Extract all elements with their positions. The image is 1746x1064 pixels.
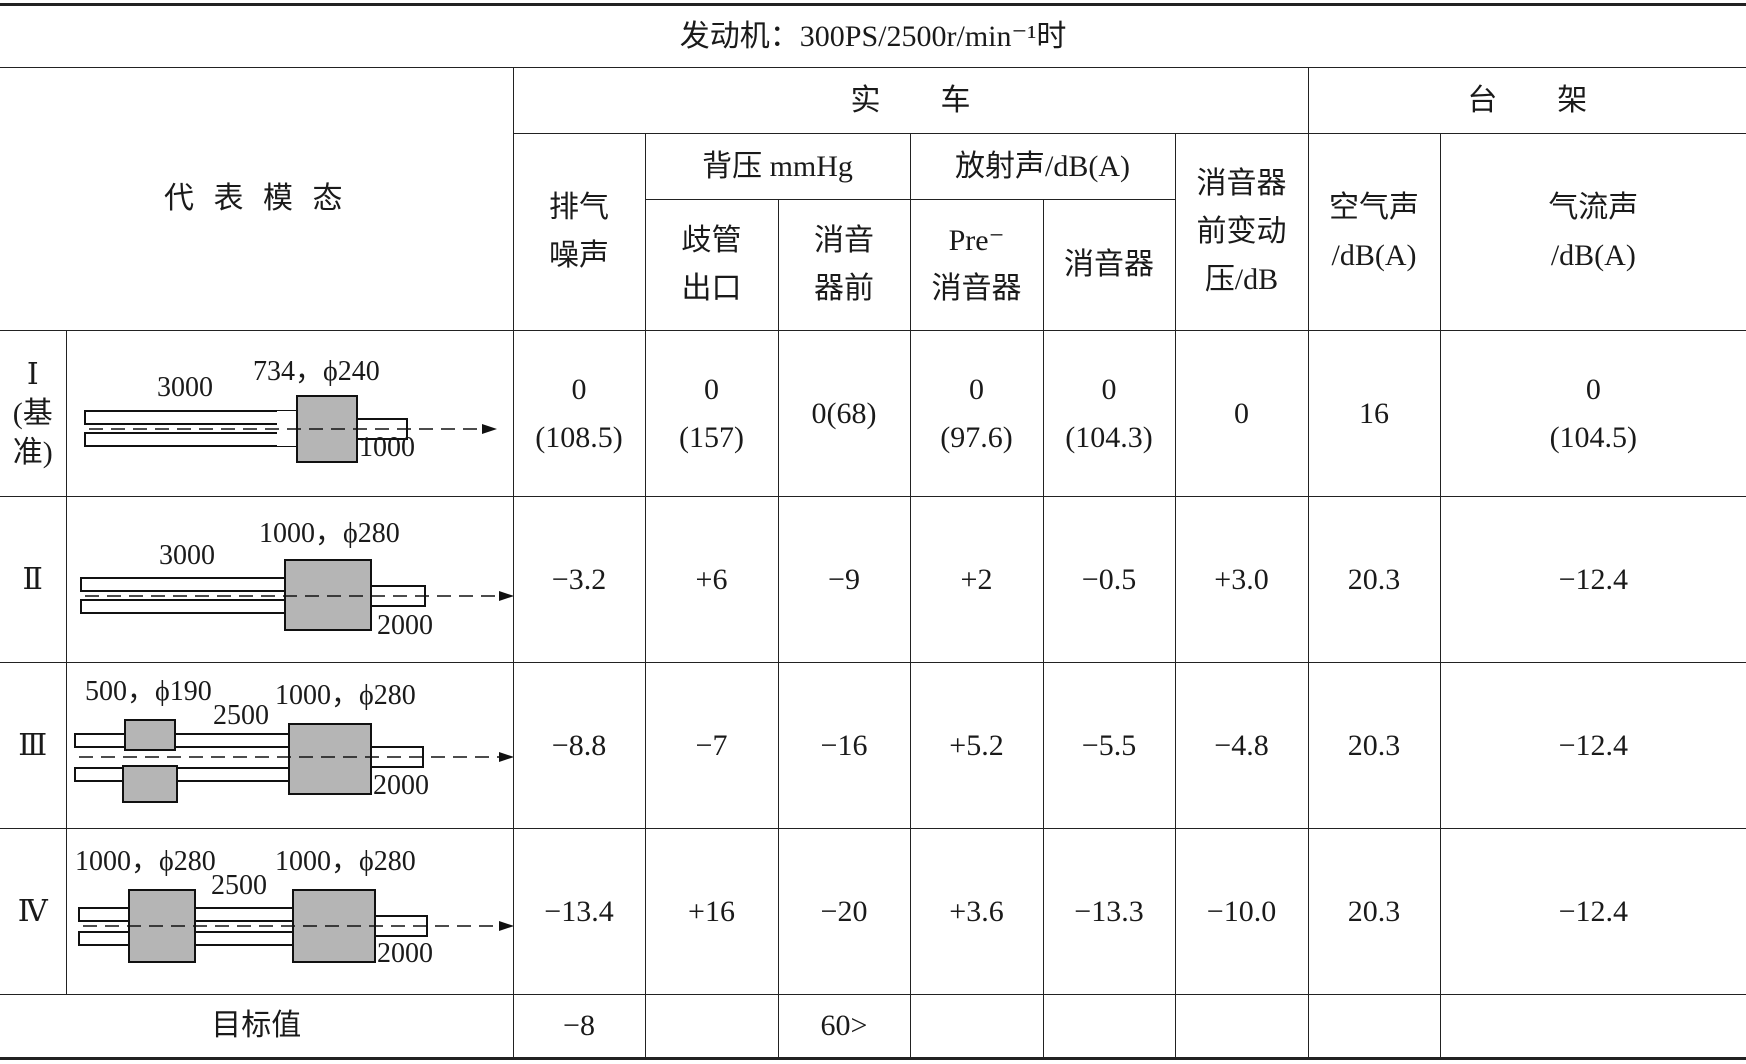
mode-diagram: 3000 1000，ϕ280 2000: [65, 496, 514, 663]
back-pressure-header: 背压 mmHg: [644, 133, 911, 200]
muffler-spec-label: 734，ϕ240: [253, 356, 380, 387]
mode-diagram: 1000，ϕ280 2500 1000，ϕ280 2000: [65, 828, 514, 995]
before-muffler-header: 消音 器前: [777, 199, 911, 331]
air-noise-value: 16: [1307, 330, 1441, 497]
air-noise-value: 20.3: [1307, 828, 1441, 995]
front-dynamic-value: −4.8: [1174, 662, 1309, 829]
air-noise-value: 20.3: [1307, 662, 1441, 829]
target-label: 目标值: [0, 994, 514, 1060]
exhaust-layout-diagram: 500，ϕ190 2500 1000，ϕ280 2000: [73, 676, 512, 803]
muffler-value: 0 (104.3): [1042, 330, 1176, 497]
table-row: Ⅲ 500，ϕ190 2500 1000，ϕ280 2000 −8.8 −7 −…: [0, 662, 1746, 829]
target-exhaust-noise: −8: [512, 994, 646, 1060]
pre-muffler-value: +2: [909, 496, 1044, 663]
row-label: Ⅱ: [0, 496, 67, 663]
front-dynamic-pressure-header: 消音器 前变动 压/dB: [1174, 133, 1309, 331]
mode-header: 代 表 模 态: [0, 67, 514, 331]
air-noise-header: 空气声/dB(A): [1307, 133, 1441, 331]
row-label: Ⅲ: [0, 662, 67, 829]
muffler-value: −0.5: [1042, 496, 1176, 663]
radiated-noise-header: 放射声/dB(A): [909, 133, 1176, 200]
muffler-header: 消音器: [1042, 199, 1176, 331]
pre-muffler-spec-label: 500，ϕ190: [85, 676, 212, 707]
tail-length-label: 2000: [377, 610, 433, 641]
manifold-outlet-header: 歧管 出口: [644, 199, 779, 331]
table-row: Ⅱ 3000 1000，ϕ280 2000 −3.2 +6 −9 +2 −0.5…: [0, 496, 1746, 663]
pipe-length-label: 2500: [211, 870, 267, 901]
table-row: Ⅳ 1000，ϕ280 2500 1000，ϕ280 2000 −13.4 +1…: [0, 828, 1746, 995]
real-vehicle-header: 实 车: [512, 67, 1309, 134]
manifold-outlet-value: −7: [644, 662, 779, 829]
muffler-mode-table: 发动机：300PS/2500r/min⁻¹时 代 表 模 态 实 车 台 架 排…: [0, 3, 1746, 1060]
front-dynamic-value: −10.0: [1174, 828, 1309, 995]
manifold-outlet-value: +6: [644, 496, 779, 663]
tail-length-label: 2000: [373, 770, 429, 801]
pipe-length-label: 3000: [159, 540, 215, 571]
muffler-spec-label: 1000，ϕ280: [275, 680, 416, 711]
tail-length-label: 2000: [377, 938, 433, 969]
flow-noise-value: 0 (104.5): [1439, 330, 1746, 497]
target-flow-noise: [1439, 994, 1746, 1060]
mode-diagram: 3000 734，ϕ240 1000: [65, 330, 514, 497]
target-manifold-outlet: [644, 994, 779, 1060]
target-before-muffler: 60>: [777, 994, 911, 1060]
before-muffler-value: 0(68): [777, 330, 911, 497]
muffler-spec-label: 1000，ϕ280: [275, 846, 416, 877]
row-label: Ⅰ (基 准): [0, 330, 67, 497]
pre-muffler-spec-label: 1000，ϕ280: [75, 846, 216, 877]
tail-length-label: 1000: [359, 432, 415, 463]
target-muffler: [1042, 994, 1176, 1060]
bench-header: 台 架: [1307, 67, 1746, 134]
pipe-length-label: 2500: [213, 700, 269, 731]
muffler-value: −13.3: [1042, 828, 1176, 995]
pre-muffler-value: 0 (97.6): [909, 330, 1044, 497]
before-muffler-value: −20: [777, 828, 911, 995]
pipe-length-label: 3000: [157, 372, 213, 403]
flow-noise-value: −12.4: [1439, 496, 1746, 663]
exhaust-noise-header: 排气 噪声: [512, 133, 646, 331]
flow-noise-value: −12.4: [1439, 828, 1746, 995]
target-pre-muffler: [909, 994, 1044, 1060]
exhaust-noise-value: −8.8: [512, 662, 646, 829]
exhaust-layout-diagram: 1000，ϕ280 2500 1000，ϕ280 2000: [75, 846, 512, 969]
manifold-outlet-value: +16: [644, 828, 779, 995]
table-row: Ⅰ (基 准) 3000 734，ϕ240 1000 0 (108.5) 0 (…: [0, 330, 1746, 497]
pre-muffler-value: +3.6: [909, 828, 1044, 995]
exhaust-noise-value: −3.2: [512, 496, 646, 663]
exhaust-layout-diagram: 3000 1000，ϕ280 2000: [79, 518, 512, 641]
target-row: 目标值 −8 60>: [0, 994, 1746, 1060]
manifold-outlet-value: 0 (157): [644, 330, 779, 497]
target-front-dynamic: [1174, 994, 1309, 1060]
exhaust-noise-value: 0 (108.5): [512, 330, 646, 497]
front-dynamic-value: 0: [1174, 330, 1309, 497]
exhaust-noise-value: −13.4: [512, 828, 646, 995]
muffler-spec-label: 1000，ϕ280: [259, 518, 400, 549]
muffler-value: −5.5: [1042, 662, 1176, 829]
pre-muffler-value: +5.2: [909, 662, 1044, 829]
flow-noise-value: −12.4: [1439, 662, 1746, 829]
mode-diagram: 500，ϕ190 2500 1000，ϕ280 2000: [65, 662, 514, 829]
target-air-noise: [1307, 994, 1441, 1060]
air-noise-value: 20.3: [1307, 496, 1441, 663]
before-muffler-value: −16: [777, 662, 911, 829]
table-title: 发动机：300PS/2500r/min⁻¹时: [0, 3, 1746, 68]
flow-noise-header: 气流声/dB(A): [1439, 133, 1746, 331]
pre-muffler-header: Pre⁻ 消音器: [909, 199, 1044, 331]
before-muffler-value: −9: [777, 496, 911, 663]
exhaust-layout-diagram: 3000 734，ϕ240 1000: [83, 356, 497, 463]
front-dynamic-value: +3.0: [1174, 496, 1309, 663]
row-label: Ⅳ: [0, 828, 67, 995]
